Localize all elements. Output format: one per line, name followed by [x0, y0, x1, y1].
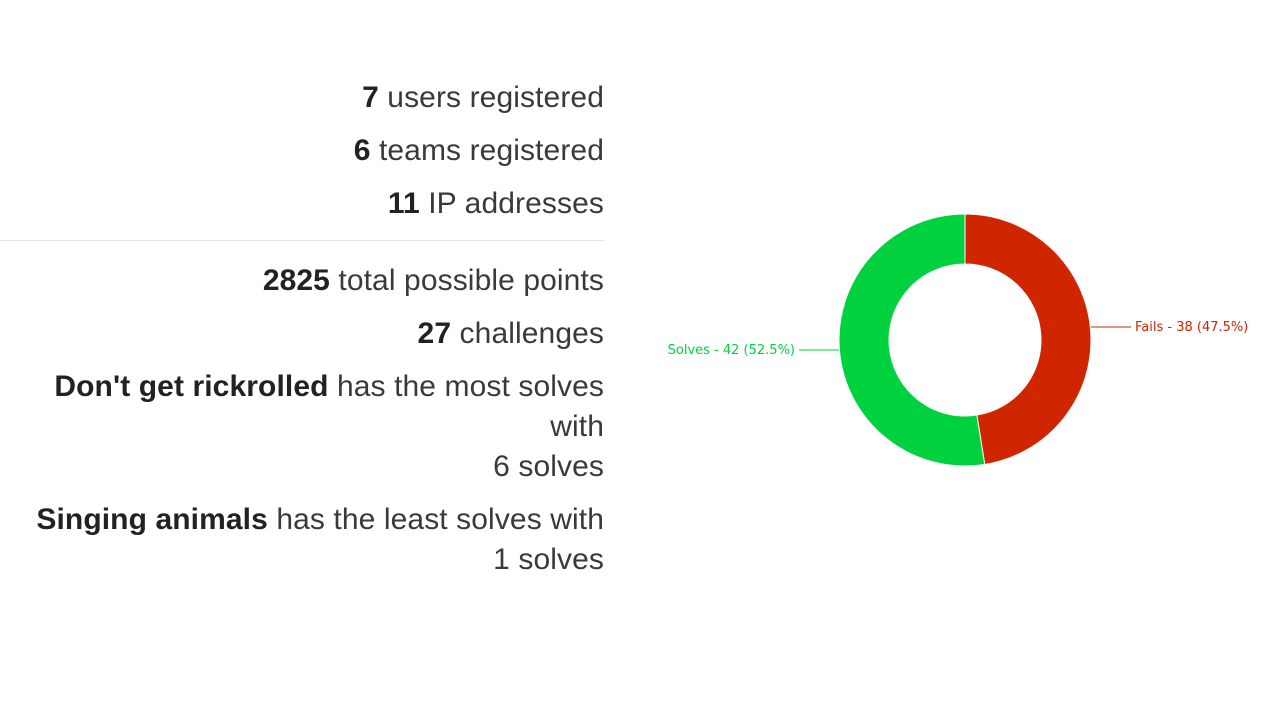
users-registered-stat: 7 users registered [0, 78, 604, 118]
least-solved-count: 1 solves [493, 543, 604, 576]
challenges-count: 27 [417, 317, 452, 350]
least-solved-name: Singing animals [36, 503, 268, 536]
most-solved-stat: Don't get rickrolled has the most solves… [0, 367, 604, 487]
most-solved-count: 6 solves [493, 450, 604, 483]
least-solved-label: has the least solves with [267, 503, 604, 536]
users-count: 7 [362, 81, 379, 114]
slice-label-solves: Solves - 42 (52.5%) [668, 343, 795, 358]
challenges-stat: 27 challenges [0, 314, 604, 354]
most-solved-label: has the most solves [328, 370, 604, 403]
solves-fails-chart: Fails - 38 (47.5%) Solves - 42 (52.5%) [640, 150, 1280, 550]
most-solved-name: Don't get rickrolled [54, 370, 329, 403]
ip-label: IP addresses [419, 187, 604, 220]
slice-fails[interactable] [964, 213, 1092, 466]
stats-panel: 7 users registered 6 teams registered 11… [0, 78, 604, 593]
least-solved-stat: Singing animals has the least solves wit… [0, 500, 604, 580]
teams-registered-stat: 6 teams registered [0, 131, 604, 171]
challenges-label: challenges [451, 317, 604, 350]
slice-solves[interactable] [838, 213, 986, 467]
most-solved-with: with [550, 410, 604, 443]
ip-count: 11 [387, 187, 420, 220]
total-points-stat: 2825 total possible points [0, 261, 604, 301]
users-label: users registered [378, 81, 604, 114]
ip-addresses-stat: 11 IP addresses [0, 184, 604, 224]
teams-label: teams registered [370, 134, 604, 167]
donut-chart-svg: Fails - 38 (47.5%) Solves - 42 (52.5%) [668, 213, 1248, 467]
points-count: 2825 [262, 264, 330, 297]
slice-label-fails: Fails - 38 (47.5%) [1135, 320, 1248, 335]
teams-count: 6 [353, 134, 371, 167]
points-label: total possible points [329, 264, 604, 297]
section-divider [0, 240, 604, 241]
